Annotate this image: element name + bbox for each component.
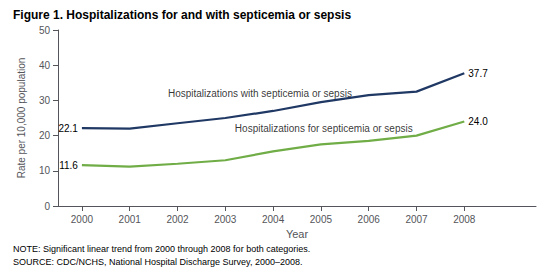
svg-text:2004: 2004	[262, 214, 285, 225]
svg-text:30: 30	[39, 95, 51, 106]
svg-text:Year: Year	[286, 228, 309, 240]
svg-text:2007: 2007	[405, 214, 428, 225]
svg-text:2002: 2002	[166, 214, 189, 225]
svg-text:NOTE: Significant linear trend: NOTE: Significant linear trend from 2000…	[13, 244, 310, 254]
svg-text:2001: 2001	[119, 214, 142, 225]
svg-text:40: 40	[39, 60, 51, 71]
svg-text:SOURCE: CDC/NCHS, National Hos: SOURCE: CDC/NCHS, National Hospital Disc…	[13, 257, 302, 267]
svg-text:Hospitalizations for septicemi: Hospitalizations for septicemia or sepsi…	[235, 123, 413, 134]
svg-text:24.0: 24.0	[468, 116, 488, 127]
svg-text:50: 50	[39, 25, 51, 36]
svg-text:2006: 2006	[358, 214, 381, 225]
svg-text:2000: 2000	[71, 214, 94, 225]
svg-text:0: 0	[44, 201, 50, 212]
svg-text:2003: 2003	[214, 214, 237, 225]
svg-text:2005: 2005	[310, 214, 333, 225]
svg-text:Rate per 10,000 population: Rate per 10,000 population	[16, 58, 27, 179]
svg-text:Figure 1. Hospitalizations for: Figure 1. Hospitalizations for and with …	[13, 8, 351, 22]
svg-text:37.7: 37.7	[468, 68, 488, 79]
svg-text:2008: 2008	[453, 214, 476, 225]
svg-text:Hospitalizations with septicem: Hospitalizations with septicemia or seps…	[168, 88, 352, 99]
svg-text:10: 10	[39, 165, 51, 176]
svg-text:22.1: 22.1	[58, 123, 78, 134]
svg-text:20: 20	[39, 130, 51, 141]
svg-text:11.6: 11.6	[59, 160, 78, 171]
